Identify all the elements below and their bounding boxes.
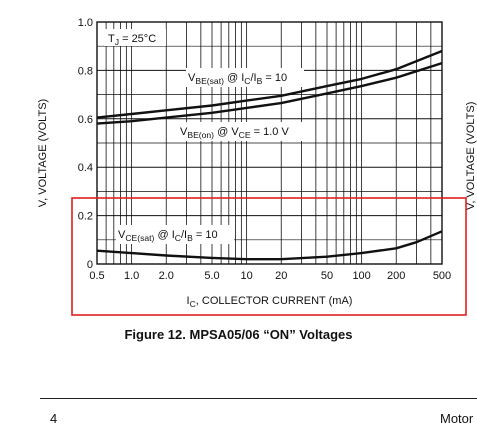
series-label-background xyxy=(186,68,304,87)
highlight-box xyxy=(71,197,467,316)
y-tick-label: 0.6 xyxy=(78,114,93,126)
y-axis-label: V, VOLTAGE (VOLTS) xyxy=(37,99,49,207)
y-tick-label: 0 xyxy=(87,259,93,271)
x-tick-label: 100 xyxy=(352,270,370,282)
footer-brand-text: Motor xyxy=(440,411,474,426)
chart-curves xyxy=(96,49,443,261)
figure-caption: Figure 12. MPSA05/06 “ON” Voltages xyxy=(124,327,353,342)
series-label-background xyxy=(116,225,234,244)
x-tick-label: 10 xyxy=(240,270,252,282)
curve-series-2 xyxy=(96,61,443,125)
curve-series-1 xyxy=(96,49,443,119)
y-tick-label: 0.2 xyxy=(78,211,93,223)
y-tick-label: 1.0 xyxy=(78,17,93,29)
right-y-axis-label: V, VOLTAGE (VOLTS) xyxy=(465,102,477,210)
series-label-2: VBE(on) @ VCE = 1.0 V xyxy=(180,126,289,140)
series-label-1: VBE(sat) @ IC/IB = 10 xyxy=(188,72,287,86)
x-tick-label: 50 xyxy=(321,270,333,282)
x-tick-label: 200 xyxy=(387,270,405,282)
footer-divider xyxy=(40,398,477,399)
series-label-background xyxy=(178,122,304,141)
x-tick-label: 1.0 xyxy=(124,270,139,282)
series-label-3: VCE(sat) @ IC/IB = 10 xyxy=(118,229,218,243)
x-tick-label: 20 xyxy=(275,270,287,282)
x-axis-label: IC, COLLECTOR CURRENT (mA) xyxy=(187,295,353,309)
annotation-background xyxy=(104,29,166,46)
curve-series-3 xyxy=(96,230,443,261)
y-tick-label: 0.8 xyxy=(78,65,93,77)
x-tick-label: 0.5 xyxy=(89,270,104,282)
temperature-annotation: TJ = 25°C xyxy=(108,33,156,47)
x-tick-label: 5.0 xyxy=(204,270,219,282)
y-tick-label: 0.4 xyxy=(78,162,93,174)
x-tick-label: 500 xyxy=(433,270,451,282)
chart-labels: V, VOLTAGE (VOLTS) V, VOLTAGE (VOLTS) IC, … xyxy=(37,29,477,309)
chart-ticks: 0.5 1.0 2.0 5.0 10 20 50 100 200 500 0 0.2 0.4 0.6 0.8… xyxy=(78,17,451,282)
x-tick-label: 2.0 xyxy=(159,270,174,282)
page-number: 4 xyxy=(50,411,58,426)
